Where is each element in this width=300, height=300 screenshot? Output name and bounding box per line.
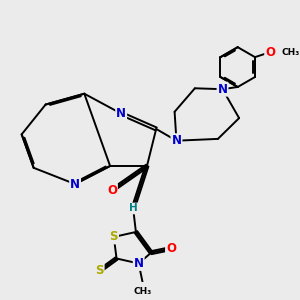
Text: N: N: [218, 83, 227, 96]
Text: CH₃: CH₃: [282, 48, 300, 57]
Text: O: O: [166, 242, 176, 255]
Text: N: N: [171, 134, 182, 147]
Text: S: S: [110, 230, 118, 243]
Text: S: S: [95, 264, 104, 278]
Text: N: N: [70, 178, 80, 190]
Text: N: N: [116, 107, 126, 120]
Text: N: N: [134, 257, 144, 270]
Text: H: H: [129, 203, 137, 214]
Text: CH₃: CH₃: [134, 287, 152, 296]
Text: O: O: [107, 184, 117, 197]
Text: O: O: [265, 46, 275, 59]
